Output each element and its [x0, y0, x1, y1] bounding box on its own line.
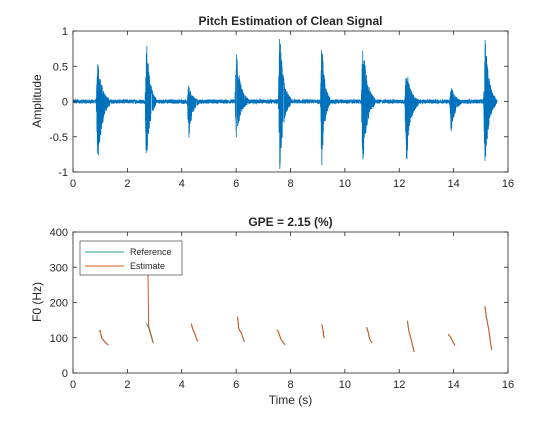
estimate-pitch-segment: [484, 305, 493, 351]
y-tick-label: 100: [50, 333, 68, 345]
legend: Reference Estimate: [79, 240, 183, 276]
legend-reference-label: Reference: [130, 247, 172, 257]
bottom-x-axis-label: Time (s): [269, 393, 313, 407]
x-tick-label: 2: [124, 379, 130, 391]
legend-box: [79, 240, 183, 276]
bottom-y-axis-label: F0 (Hz): [30, 282, 44, 322]
estimate-pitch-segment: [447, 333, 456, 346]
x-tick-label: 10: [339, 178, 351, 190]
y-tick-label: 200: [50, 298, 68, 310]
y-tick-label: 300: [50, 262, 68, 274]
x-tick-label: 12: [393, 178, 405, 190]
y-tick-label: 1: [62, 26, 68, 38]
y-tick-label: 0: [62, 97, 68, 109]
estimate-pitch-segment: [98, 329, 109, 346]
bottom-axes: GPE = 2.15 (%) F0 (Hz) Time (s) 0 2 4 6 8 10 1…: [30, 215, 514, 407]
x-tick-label: 14: [448, 178, 460, 190]
y-tick-label: 400: [50, 227, 68, 239]
x-tick-label: 4: [179, 178, 185, 190]
x-tick-label: 4: [179, 379, 185, 391]
top-axes: Pitch Estimation of Clean Signal Amplitu…: [30, 14, 514, 190]
bottom-axis-ticks: 0 2 4 6 8 10 12 14 16 0 100 200 300 400: [50, 227, 514, 391]
x-tick-label: 2: [124, 178, 130, 190]
x-tick-label: 10: [339, 379, 351, 391]
estimate-pitch-segment: [366, 327, 373, 344]
bottom-plot-area: [98, 267, 493, 352]
y-tick-label: 0.5: [53, 61, 68, 73]
x-tick-label: 6: [233, 178, 239, 190]
top-axes-box: [72, 30, 509, 173]
top-y-axis-label: Amplitude: [30, 74, 44, 128]
x-tick-label: 8: [287, 379, 293, 391]
estimate-pitch-segment: [321, 324, 325, 338]
estimate-pitch-segment: [236, 316, 245, 343]
estimate-pitch-segment: [276, 329, 286, 346]
top-chart-title: Pitch Estimation of Clean Signal: [198, 14, 382, 28]
x-tick-label: 0: [70, 379, 76, 391]
x-tick-label: 16: [502, 178, 514, 190]
y-tick-label: 0: [62, 368, 68, 380]
legend-estimate-label: Estimate: [130, 261, 165, 271]
top-plot-area: [73, 38, 498, 169]
estimate-pitch-segment: [406, 320, 415, 352]
y-tick-label: -0.5: [49, 132, 68, 144]
x-tick-label: 8: [287, 178, 293, 190]
estimate-pitch-segment: [190, 323, 199, 342]
estimate-pitch-segment: [147, 267, 154, 344]
x-tick-label: 6: [233, 379, 239, 391]
bottom-axes-box: [72, 231, 509, 374]
x-tick-label: 12: [393, 379, 405, 391]
y-tick-label: -1: [58, 167, 68, 179]
amplitude-waveform-line: [73, 38, 498, 169]
x-tick-label: 16: [502, 379, 514, 391]
x-tick-label: 0: [70, 178, 76, 190]
x-tick-label: 14: [448, 379, 460, 391]
bottom-chart-title: GPE = 2.15 (%): [248, 215, 332, 229]
